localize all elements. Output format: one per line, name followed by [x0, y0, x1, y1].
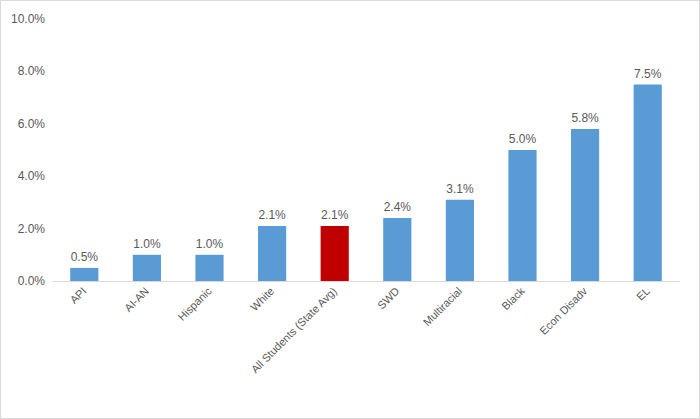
svg-text:10.0%: 10.0%	[11, 12, 45, 26]
svg-text:3.1%: 3.1%	[446, 182, 474, 196]
svg-text:AI-AN: AI-AN	[122, 285, 151, 314]
svg-text:2.0%: 2.0%	[18, 222, 46, 236]
svg-text:2.1%: 2.1%	[258, 208, 286, 222]
svg-text:1.0%: 1.0%	[196, 237, 224, 251]
svg-text:Black: Black	[499, 284, 527, 312]
svg-text:EL: EL	[634, 285, 652, 303]
svg-text:6.0%: 6.0%	[18, 117, 46, 131]
svg-text:API: API	[68, 285, 89, 306]
svg-text:7.5%: 7.5%	[634, 67, 662, 81]
svg-text:White: White	[248, 285, 276, 313]
svg-text:5.0%: 5.0%	[509, 132, 537, 146]
svg-text:8.0%: 8.0%	[18, 64, 46, 78]
svg-text:1.0%: 1.0%	[133, 237, 161, 251]
svg-text:All Students (State Avg): All Students (State Avg)	[249, 285, 339, 375]
svg-text:4.0%: 4.0%	[18, 169, 46, 183]
svg-text:Econ Disadv: Econ Disadv	[537, 284, 589, 336]
svg-text:0.5%: 0.5%	[71, 250, 99, 264]
svg-text:5.8%: 5.8%	[571, 111, 599, 125]
svg-text:Multiracial: Multiracial	[421, 285, 464, 328]
svg-text:Hispanic: Hispanic	[175, 284, 214, 323]
svg-text:2.1%: 2.1%	[321, 208, 349, 222]
svg-text:0.0%: 0.0%	[18, 274, 46, 288]
svg-text:SWD: SWD	[375, 285, 402, 312]
svg-text:2.4%: 2.4%	[384, 200, 412, 214]
